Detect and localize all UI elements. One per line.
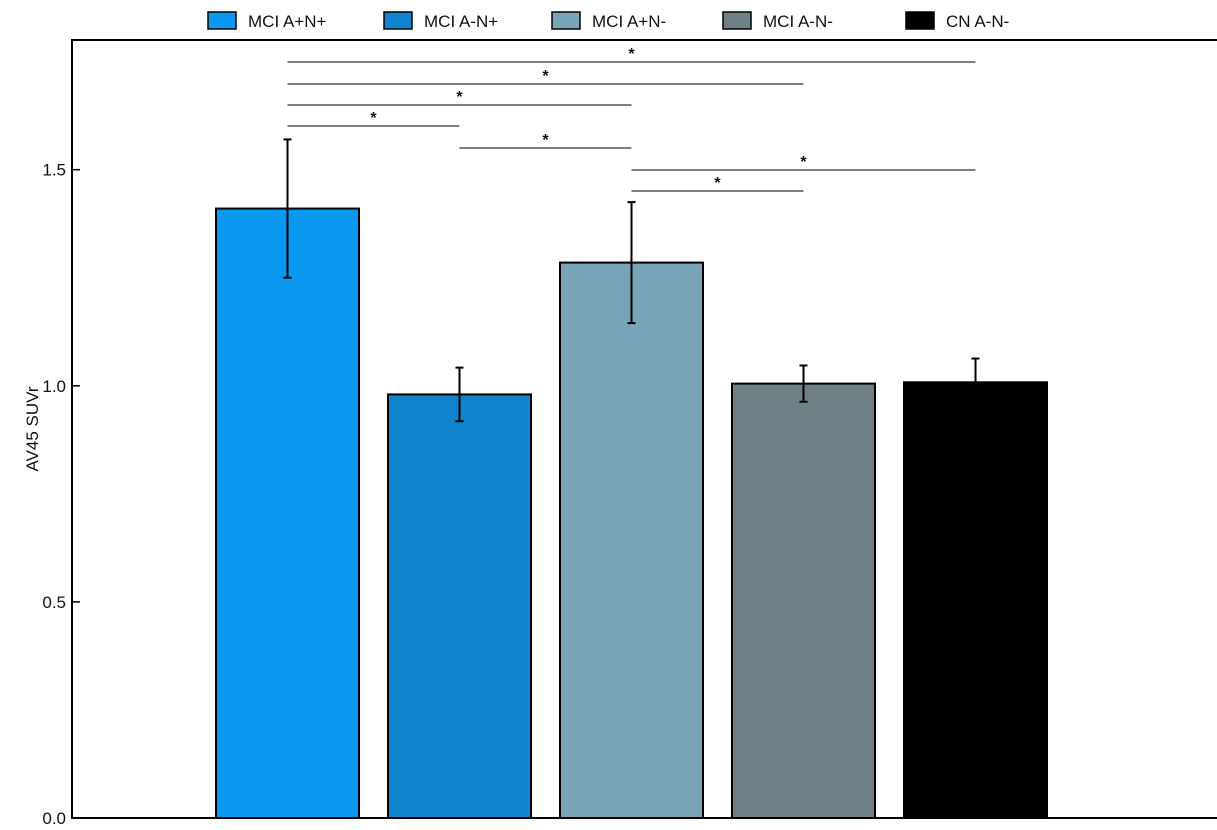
legend-label: MCI A-N- (763, 12, 833, 31)
significance-star: * (714, 175, 721, 192)
significance-star: * (800, 154, 807, 171)
bar (559, 261, 704, 820)
y-tick-label: 0.0 (42, 809, 66, 828)
significance-star: * (542, 68, 549, 85)
y-tick-label: 0.5 (42, 593, 66, 612)
legend-label: MCI A-N+ (424, 12, 498, 31)
significance-brackets: * * * * * * * (287, 46, 976, 192)
legend-label: CN A-N- (946, 12, 1009, 31)
bars (215, 207, 1048, 820)
error-bars (283, 138, 980, 423)
significance-star: * (628, 46, 635, 63)
bar (903, 381, 1048, 819)
bar (215, 207, 360, 820)
legend-swatch (383, 11, 413, 30)
y-tick-label: 1.5 (42, 161, 66, 180)
significance-star: * (456, 89, 463, 106)
legend-label: MCI A+N+ (248, 12, 326, 31)
y-axis: 0.0 0.5 1.0 1.5 (42, 161, 80, 828)
significance-star: * (542, 132, 549, 149)
y-axis-label: AV45 SUVr (23, 386, 42, 471)
legend-swatch (207, 11, 237, 30)
bar (387, 393, 532, 819)
legend-swatch (551, 11, 581, 30)
legend-swatch (722, 11, 752, 30)
legend-label: MCI A+N- (592, 12, 666, 31)
bar (731, 382, 876, 819)
legend-swatch (905, 11, 935, 30)
significance-star: * (370, 110, 377, 127)
legend: MCI A+N+ MCI A-N+ MCI A+N- MCI A-N- CN A-N- (207, 11, 1009, 31)
y-tick-label: 1.0 (42, 377, 66, 396)
